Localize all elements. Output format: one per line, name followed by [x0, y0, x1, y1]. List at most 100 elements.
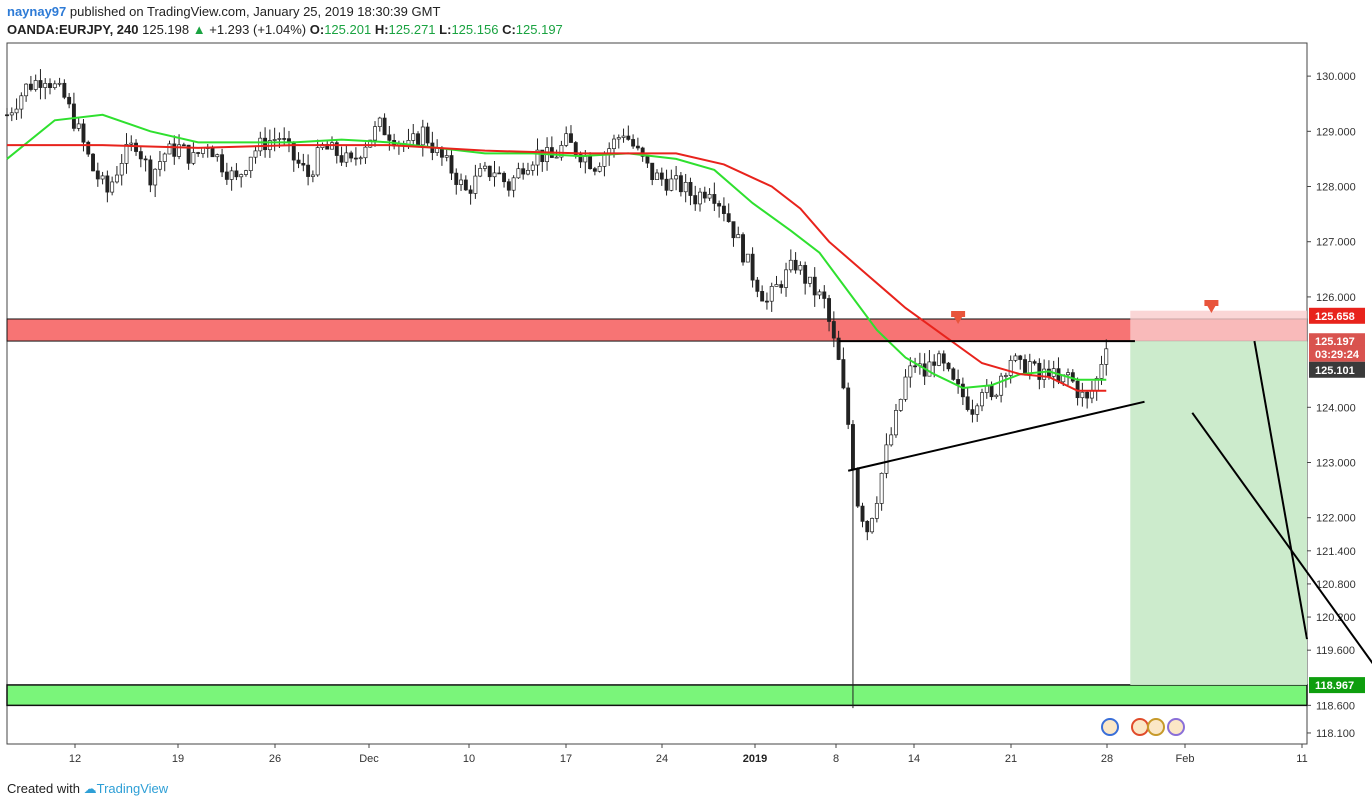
candle-body — [573, 142, 578, 155]
candle-body — [244, 170, 248, 175]
candle-body — [951, 368, 956, 380]
author-name[interactable]: naynay97 — [7, 4, 67, 19]
candle-body — [172, 143, 177, 157]
candle-body — [655, 172, 659, 180]
x-tick-label: 14 — [908, 753, 920, 765]
candle-body — [726, 213, 731, 222]
candle-body — [43, 83, 48, 88]
candle-body — [177, 144, 182, 157]
channel-line[interactable] — [1253, 340, 1308, 640]
stop-loss-zone[interactable] — [1130, 310, 1307, 342]
candle-body — [798, 265, 803, 271]
candle-body — [1023, 359, 1027, 375]
candle-body — [502, 172, 507, 183]
candle-body — [76, 123, 81, 129]
candle-body — [306, 164, 311, 177]
candle-body — [903, 376, 908, 400]
candle-body — [444, 155, 449, 158]
candle-body — [511, 177, 516, 191]
candle-body — [1008, 360, 1013, 376]
candle-body — [578, 154, 583, 163]
candle-body — [932, 361, 937, 366]
candle-body — [989, 385, 994, 398]
candle-body — [215, 154, 220, 158]
candle-body — [153, 168, 158, 186]
x-tick-label: 26 — [269, 753, 281, 765]
candle-body — [1089, 390, 1094, 399]
candle-body — [134, 142, 138, 152]
candle-body — [1080, 391, 1085, 399]
candle-body — [100, 175, 105, 180]
ma-slow-line — [7, 144, 1107, 392]
sell-marker-icon[interactable] — [1204, 299, 1219, 313]
x-tick-label: 21 — [1005, 753, 1017, 765]
candle-body — [454, 172, 459, 185]
economic-event-icon[interactable] — [1101, 718, 1119, 736]
candle-body — [621, 135, 626, 138]
candle-body — [898, 398, 903, 411]
candle-body — [1032, 361, 1037, 364]
x-tick-label: 2019 — [743, 753, 767, 765]
support-zone[interactable] — [6, 684, 1308, 707]
candle-body — [425, 126, 430, 144]
candle-body — [220, 154, 225, 173]
tradingview-brand: TradingView — [96, 781, 169, 796]
candle-body — [645, 155, 650, 164]
ma-fast-line — [6, 113, 1107, 390]
candle-body — [506, 181, 511, 191]
candle-body — [301, 163, 306, 166]
candle-body — [119, 162, 124, 176]
candle-body — [535, 149, 540, 166]
candle-body — [373, 126, 377, 141]
x-tick-label: 10 — [463, 753, 475, 765]
candle-body — [167, 143, 172, 155]
symbol-label: OANDA:EURJPY, 240 — [7, 22, 139, 37]
price-badge — [1309, 345, 1365, 362]
candle-body — [143, 158, 148, 161]
price-badge-label: 118.967 — [1315, 680, 1354, 692]
candle-body — [937, 353, 941, 366]
economic-event-icon[interactable] — [1147, 718, 1165, 736]
candle-body — [807, 276, 812, 284]
sell-marker-icon[interactable] — [951, 310, 966, 324]
candle-body — [784, 269, 788, 288]
economic-event-icon[interactable] — [1131, 718, 1149, 736]
candle-body — [817, 291, 822, 296]
x-tick-label: 12 — [69, 753, 81, 765]
candle-body — [148, 159, 153, 186]
candle-body — [95, 170, 100, 180]
candle-body — [569, 133, 573, 143]
candle-body — [196, 152, 201, 154]
candle-body — [110, 181, 115, 193]
candle-body — [411, 133, 416, 141]
candle-body — [827, 298, 832, 322]
economic-event-icon[interactable] — [1167, 718, 1185, 736]
candle-body — [769, 286, 774, 302]
candle-body — [449, 155, 454, 174]
tradingview-logo[interactable]: ☁TradingView — [84, 781, 169, 796]
candle-body — [674, 175, 679, 180]
candle-body — [248, 156, 253, 172]
open-label: O: — [309, 22, 325, 37]
candle-body — [363, 146, 368, 159]
candle-body — [927, 361, 932, 377]
candle-body — [521, 168, 526, 175]
candle-body — [879, 472, 884, 504]
candle-body — [91, 153, 95, 172]
candle-body — [52, 83, 57, 88]
resistance-zone[interactable] — [6, 318, 1308, 342]
candle-body — [296, 159, 301, 164]
candle-body — [564, 133, 569, 146]
last-price: 125.198 — [142, 22, 190, 37]
candle-body — [263, 137, 268, 151]
candle-body — [272, 139, 277, 141]
candle-body — [812, 276, 817, 296]
candle-body — [741, 234, 745, 263]
trendline[interactable] — [847, 400, 1145, 472]
candle-body — [19, 95, 24, 110]
candle-body — [855, 468, 860, 507]
publish-text: published on TradingView.com, January 25… — [69, 4, 441, 19]
target-profit-zone[interactable] — [1130, 341, 1307, 685]
tradingview-logo-icon: ☁ — [83, 781, 97, 796]
